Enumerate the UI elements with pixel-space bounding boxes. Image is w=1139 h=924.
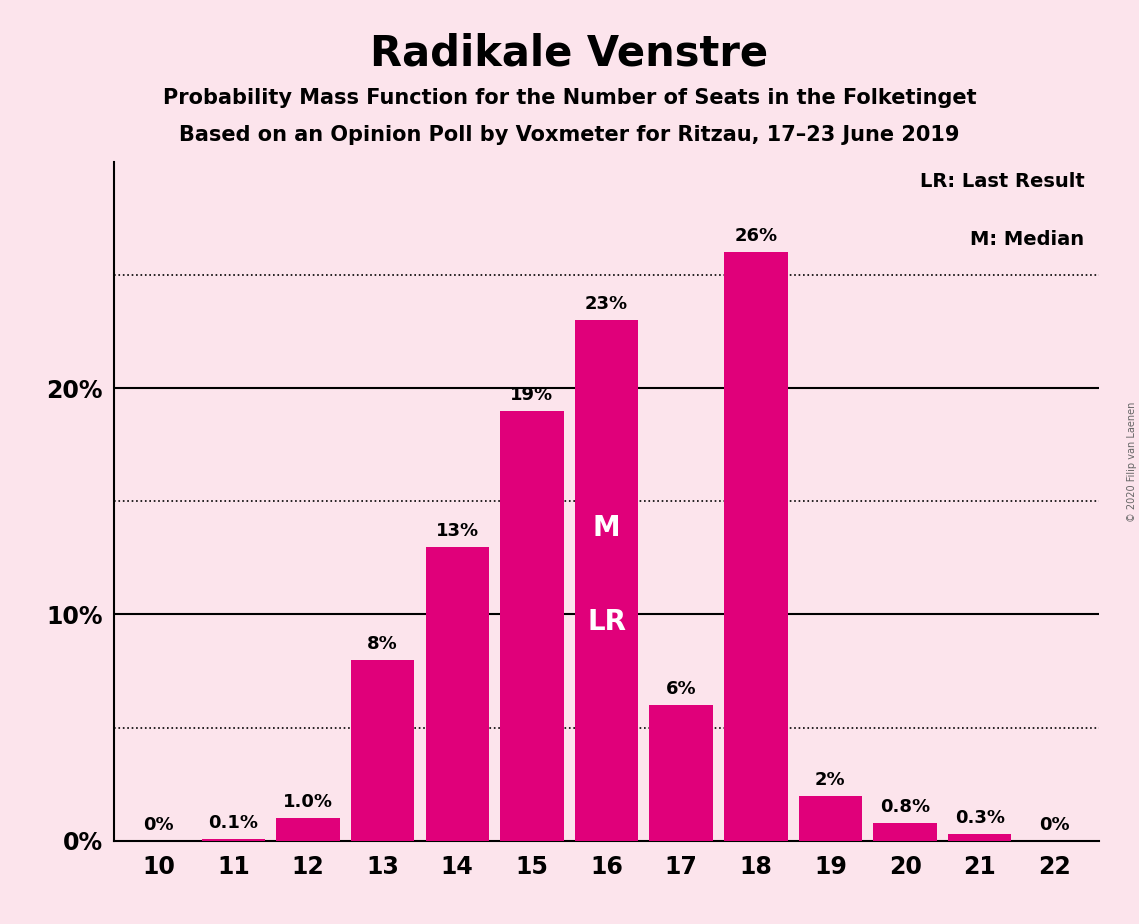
Bar bbox=[202, 839, 265, 841]
Text: Based on an Opinion Poll by Voxmeter for Ritzau, 17–23 June 2019: Based on an Opinion Poll by Voxmeter for… bbox=[179, 125, 960, 145]
Text: 8%: 8% bbox=[367, 635, 398, 653]
Text: 1.0%: 1.0% bbox=[282, 794, 333, 811]
Bar bbox=[724, 252, 787, 841]
Text: © 2020 Filip van Laenen: © 2020 Filip van Laenen bbox=[1126, 402, 1137, 522]
Text: 0%: 0% bbox=[1039, 816, 1070, 834]
Text: 26%: 26% bbox=[735, 227, 777, 246]
Bar bbox=[575, 321, 638, 841]
Bar bbox=[649, 705, 713, 841]
Text: M: M bbox=[592, 515, 621, 542]
Text: LR: Last Result: LR: Last Result bbox=[919, 172, 1084, 191]
Text: 0.8%: 0.8% bbox=[880, 798, 931, 816]
Bar bbox=[351, 660, 415, 841]
Bar bbox=[426, 547, 489, 841]
Text: 2%: 2% bbox=[816, 771, 846, 789]
Text: 6%: 6% bbox=[666, 680, 696, 699]
Bar bbox=[277, 819, 339, 841]
Text: Probability Mass Function for the Number of Seats in the Folketinget: Probability Mass Function for the Number… bbox=[163, 88, 976, 108]
Text: Radikale Venstre: Radikale Venstre bbox=[370, 32, 769, 74]
Bar bbox=[874, 822, 936, 841]
Bar bbox=[948, 834, 1011, 841]
Bar bbox=[798, 796, 862, 841]
Text: 23%: 23% bbox=[585, 296, 628, 313]
Text: LR: LR bbox=[587, 608, 626, 636]
Text: M: Median: M: Median bbox=[970, 230, 1084, 249]
Bar bbox=[500, 411, 564, 841]
Text: 19%: 19% bbox=[510, 386, 554, 404]
Text: 0.1%: 0.1% bbox=[208, 814, 259, 832]
Text: 0%: 0% bbox=[144, 816, 174, 834]
Text: 0.3%: 0.3% bbox=[954, 809, 1005, 827]
Text: 13%: 13% bbox=[436, 522, 478, 540]
